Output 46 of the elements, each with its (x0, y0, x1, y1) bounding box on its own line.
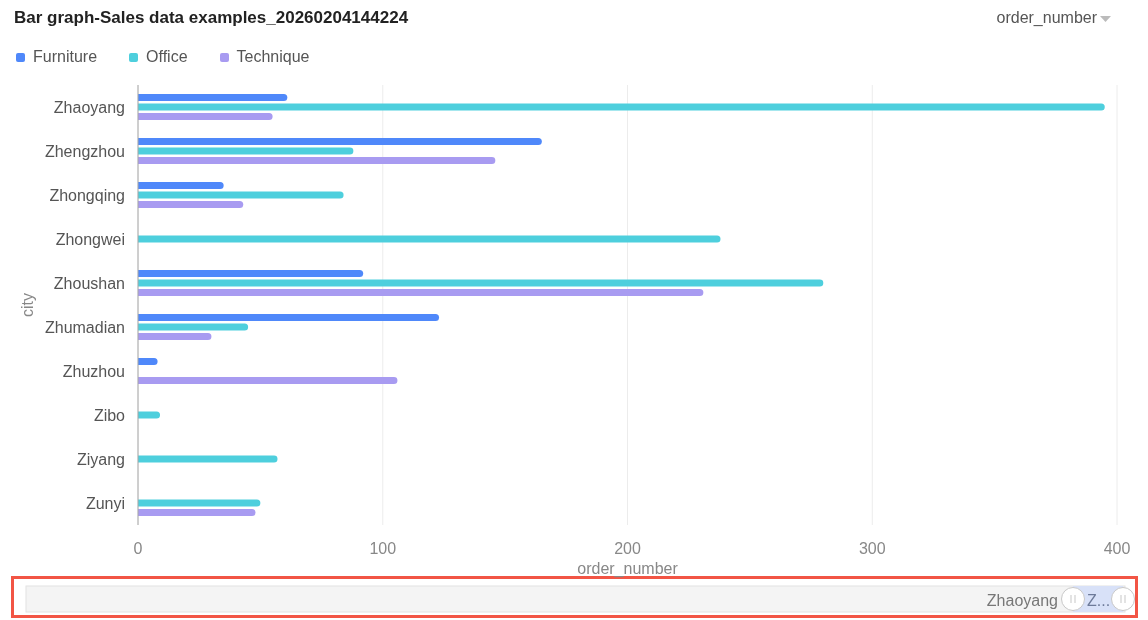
legend-label: Office (146, 48, 188, 66)
y-tick-label: Zhumadian (44, 318, 125, 336)
text: order_number (996, 9, 1097, 27)
bar (138, 94, 288, 101)
chart-title: Bar graph-Sales data examples_20260204144224 (14, 8, 409, 28)
x-tick-label: 100 (369, 540, 397, 558)
bar (138, 279, 824, 287)
bar (138, 157, 496, 164)
x-tick-label: 400 (1103, 540, 1131, 558)
text: Z... (1087, 591, 1111, 609)
x-tick-label: 300 (858, 540, 886, 558)
bar (138, 411, 161, 419)
bar (138, 289, 704, 296)
y-tick-label: Zhoushan (53, 274, 125, 292)
bar (138, 201, 244, 208)
bar (138, 314, 440, 321)
x-tick-label: 200 (614, 540, 641, 558)
y-tick-label: Zhengzhou (44, 142, 125, 160)
x-tick-label: 0 (133, 540, 143, 558)
legend-label: Technique (236, 48, 310, 66)
y-tick-label: Zhaoyang (53, 98, 125, 116)
bar (138, 377, 398, 384)
text: Zhaoyang (986, 591, 1058, 609)
y-axis-title: city (19, 293, 37, 317)
bar (138, 270, 364, 277)
bar (138, 509, 256, 516)
bar (138, 138, 542, 145)
bar (138, 358, 158, 365)
y-tick-label: Zibo (93, 406, 126, 424)
x-axis-title: order_number (577, 560, 679, 578)
y-tick-label: Zunyi (85, 494, 125, 512)
bar (138, 333, 212, 340)
bar (138, 147, 354, 155)
bar (138, 499, 261, 507)
bar (138, 103, 1105, 111)
bar (138, 113, 273, 120)
bar (138, 182, 224, 189)
bar (138, 455, 278, 463)
y-tick-label: Ziyang (76, 450, 125, 468)
y-tick-label: Zhongwei (55, 230, 125, 248)
bar (138, 235, 721, 243)
legend-label: Furniture (33, 48, 98, 66)
y-tick-label: Zhuzhou (62, 362, 125, 380)
y-tick-label: Zhongqing (49, 186, 125, 204)
bar (138, 323, 249, 331)
bar (138, 191, 344, 199)
